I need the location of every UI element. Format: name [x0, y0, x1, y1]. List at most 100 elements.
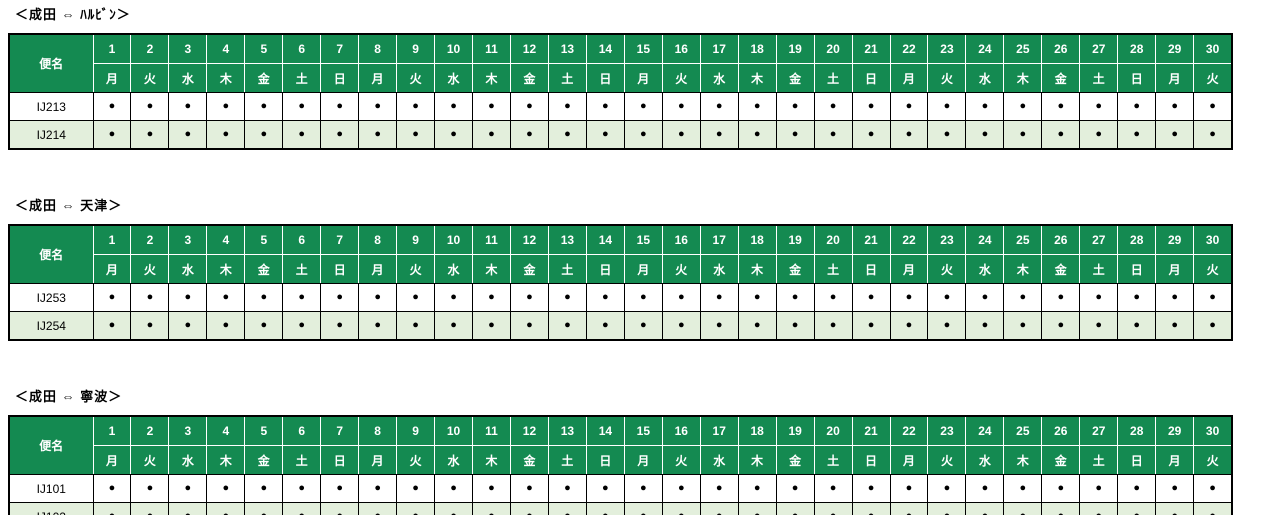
- operates-dot-cell: ●: [585, 474, 625, 503]
- weekday-header: 水: [434, 63, 474, 93]
- flight-row: IJ102●●●●●●●●●●●●●●●●●●●●●●●●●●●●●●: [8, 502, 1233, 515]
- day-number-header: 21: [851, 33, 891, 64]
- weekday-header: 月: [92, 445, 132, 475]
- weekday-header: 土: [282, 254, 322, 284]
- operates-dot-cell: ●: [699, 474, 739, 503]
- operates-dot-cell: ●: [851, 474, 891, 503]
- weekday-header: 金: [1041, 63, 1081, 93]
- day-number-header: 11: [472, 224, 511, 255]
- day-number-header: 19: [775, 415, 815, 446]
- flight-row: IJ101 ● ● ● ● ● ● ● ● ● ● ● ● ● ● ● ● ● ● ● ● ● ● ● ● ● ● ● ● ● ●: [8, 474, 1233, 503]
- day-number-header: 6: [282, 224, 322, 255]
- weekday-header: 火: [130, 445, 170, 475]
- weekday-header: 日: [1117, 254, 1157, 284]
- operates-dot-cell: ●: [472, 474, 511, 503]
- day-number-header: 9: [396, 33, 436, 64]
- weekday-header: 木: [1003, 445, 1043, 475]
- operates-dot-cell: ●: [244, 120, 284, 150]
- day-number-header: 22: [889, 33, 929, 64]
- operates-dot-cell: ●: [585, 92, 625, 121]
- weekday-header: 日: [1117, 445, 1157, 475]
- weekday-header: 日: [851, 254, 891, 284]
- weekday-header: 日: [1117, 63, 1157, 93]
- operates-dot-cell: ●: [813, 120, 853, 150]
- operates-dot-cell: ●: [623, 120, 663, 150]
- day-number-header: 9: [396, 415, 436, 446]
- weekday-header: 月: [1155, 254, 1195, 284]
- operates-dot-cell: ●: [927, 92, 967, 121]
- operates-dot-cell: ●: [737, 92, 777, 121]
- flight-number-cell: IJ214: [8, 120, 94, 150]
- weekday-header: 木: [472, 63, 511, 93]
- schedule-section: ＜成田 ⇔ ﾊﾙﾋﾞﾝ＞ 便名 1 2 3 4 5 6 7 8 9 10 11 12 13 14 15 16 17 1…: [8, 7, 1261, 150]
- day-number-header: 27: [1079, 224, 1119, 255]
- operates-dot-cell: ●: [244, 92, 284, 121]
- operates-dot-cell: ●: [358, 311, 398, 341]
- operates-dot-cell: ●: [472, 502, 511, 515]
- operates-dot-cell: ●: [623, 92, 663, 121]
- day-number-header: 24: [965, 33, 1005, 64]
- operates-dot-cell: ●: [92, 92, 132, 121]
- operates-dot-cell: ●: [1155, 474, 1195, 503]
- operates-dot-cell: ●: [509, 311, 549, 341]
- flight-number-cell: IJ102: [8, 502, 94, 515]
- day-number-header: 4: [206, 33, 246, 64]
- operates-dot-cell: ●: [1193, 311, 1233, 341]
- operates-dot-cell: ●: [1193, 92, 1233, 121]
- day-number-header: 8: [358, 224, 398, 255]
- operates-dot-cell: ●: [813, 92, 853, 121]
- weekday-header-row: 月火水木金土日月火水木金土日月火水木金土日月火水木金土日月火: [9, 254, 1233, 284]
- day-number-header: 18: [737, 415, 777, 446]
- operates-dot-cell: ●: [623, 502, 663, 515]
- operates-dot-cell: ●: [851, 92, 891, 121]
- operates-dot-cell: ●: [889, 474, 929, 503]
- operates-dot-cell: ●: [244, 474, 284, 503]
- operates-dot-cell: ●: [851, 311, 891, 341]
- operates-dot-cell: ●: [472, 92, 511, 121]
- day-number-header: 14: [585, 415, 625, 446]
- operates-dot-cell: ●: [813, 311, 853, 341]
- operates-dot-cell: ●: [965, 120, 1005, 150]
- weekday-header: 木: [737, 445, 777, 475]
- day-number-header: 10: [434, 33, 474, 64]
- weekday-header: 日: [320, 254, 360, 284]
- operates-dot-cell: ●: [965, 311, 1005, 341]
- operates-dot-cell: ●: [585, 283, 625, 312]
- day-number-header: 26: [1041, 415, 1081, 446]
- operates-dot-cell: ●: [1079, 92, 1119, 121]
- operates-dot-cell: ●: [434, 92, 474, 121]
- day-number-header: 14: [585, 224, 625, 255]
- weekday-header: 土: [1079, 445, 1119, 475]
- day-number-header: 7: [320, 415, 360, 446]
- operates-dot-cell: ●: [472, 283, 511, 312]
- weekday-header: 火: [396, 445, 436, 475]
- operates-dot-cell: ●: [775, 92, 815, 121]
- operates-dot-cell: ●: [509, 92, 549, 121]
- weekday-header: 火: [927, 445, 967, 475]
- day-number-header: 28: [1117, 415, 1157, 446]
- flight-number-cell: IJ101: [8, 474, 94, 503]
- day-number-header: 12: [509, 415, 549, 446]
- operates-dot-cell: ●: [1041, 283, 1081, 312]
- weekday-header: 木: [737, 63, 777, 93]
- operates-dot-cell: ●: [168, 311, 208, 341]
- weekday-header: 火: [927, 254, 967, 284]
- day-number-header: 21: [851, 415, 891, 446]
- operates-dot-cell: ●: [775, 311, 815, 341]
- weekday-header: 水: [434, 254, 474, 284]
- operates-dot-cell: ●: [130, 92, 170, 121]
- weekday-header: 木: [737, 254, 777, 284]
- operates-dot-cell: ●: [699, 502, 739, 515]
- weekday-header: 金: [244, 445, 284, 475]
- weekday-header: 水: [699, 63, 739, 93]
- weekday-header: 月: [92, 254, 132, 284]
- operates-dot-cell: ●: [1155, 92, 1195, 121]
- operates-dot-cell: ●: [851, 502, 891, 515]
- operates-dot-cell: ●: [1155, 311, 1195, 341]
- day-number-header: 26: [1041, 33, 1081, 64]
- day-number-header: 15: [623, 33, 663, 64]
- weekday-header: 日: [585, 63, 625, 93]
- weekday-header: 金: [509, 445, 549, 475]
- weekday-header: 木: [472, 254, 511, 284]
- weekday-header: 月: [1155, 445, 1195, 475]
